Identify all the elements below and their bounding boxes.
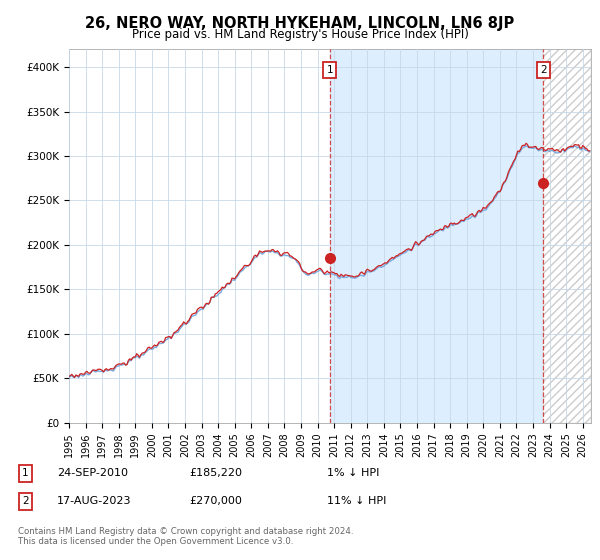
Bar	[543, 49, 591, 423]
Text: Contains HM Land Registry data © Crown copyright and database right 2024.
This d: Contains HM Land Registry data © Crown c…	[18, 526, 353, 546]
Text: 11% ↓ HPI: 11% ↓ HPI	[327, 496, 386, 506]
Bar	[329, 49, 543, 423]
Text: Price paid vs. HM Land Registry's House Price Index (HPI): Price paid vs. HM Land Registry's House …	[131, 28, 469, 41]
Text: 1: 1	[326, 65, 333, 75]
Text: 2: 2	[540, 65, 547, 75]
Text: £185,220: £185,220	[189, 468, 242, 478]
Bar	[543, 49, 591, 423]
Text: £270,000: £270,000	[189, 496, 242, 506]
Text: 26, NERO WAY, NORTH HYKEHAM, LINCOLN, LN6 8JP: 26, NERO WAY, NORTH HYKEHAM, LINCOLN, LN…	[85, 16, 515, 31]
Text: 1: 1	[22, 468, 29, 478]
Text: 17-AUG-2023: 17-AUG-2023	[57, 496, 131, 506]
Text: 2: 2	[22, 496, 29, 506]
Text: 24-SEP-2010: 24-SEP-2010	[57, 468, 128, 478]
Text: 1% ↓ HPI: 1% ↓ HPI	[327, 468, 379, 478]
